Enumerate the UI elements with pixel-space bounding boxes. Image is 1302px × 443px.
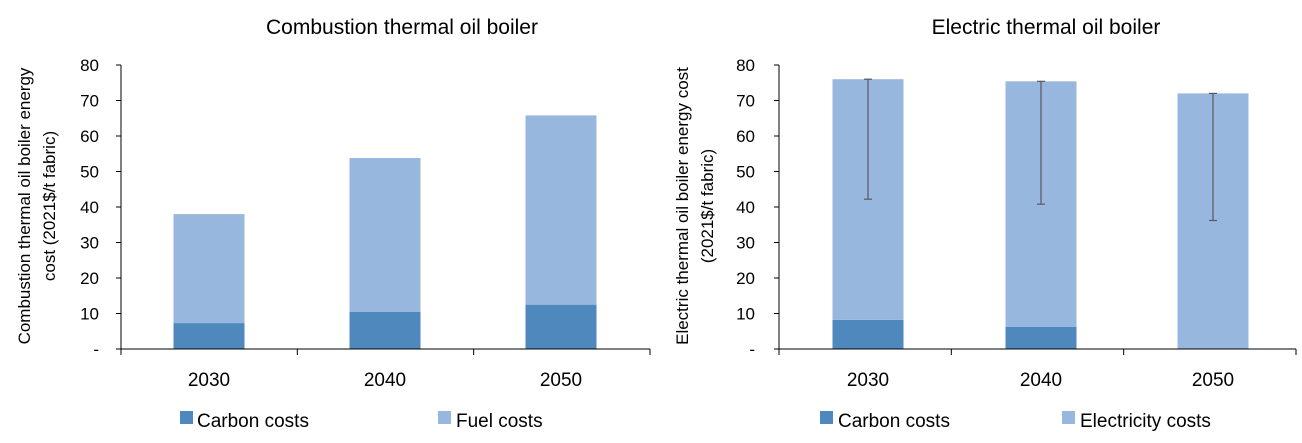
legend-label-fuel-costs: Fuel costs xyxy=(456,411,543,432)
chart-title: Combustion thermal oil boiler xyxy=(266,16,538,39)
legend-label-carbon-costs: Carbon costs xyxy=(197,411,309,432)
y-tick-label: 30 xyxy=(736,234,755,253)
y-tick-label: 30 xyxy=(80,234,99,253)
electric-chart: Electric thermal oil boiler Electric the… xyxy=(673,16,1297,432)
y-tick-label: 60 xyxy=(736,127,755,146)
y-axis-label-line-2: (2021$/t fabric) xyxy=(698,149,717,263)
bar-carbon-costs-2040 xyxy=(1005,326,1077,349)
y-tick-label: 80 xyxy=(736,56,755,75)
y-tick-label: 40 xyxy=(80,198,99,217)
bar-carbon-costs-2050 xyxy=(525,304,597,349)
bars xyxy=(173,115,597,349)
x-category-label: 2040 xyxy=(364,370,406,391)
legend-swatch-carbon-costs xyxy=(180,411,193,424)
y-axis-ticks: - 10 20 30 40 50 60 70 80 xyxy=(736,56,779,359)
y-tick-label: 10 xyxy=(80,305,99,324)
y-tick-label: 40 xyxy=(736,198,755,217)
y-tick-label: - xyxy=(93,340,99,359)
y-tick-label: 10 xyxy=(736,305,755,324)
legend: Carbon costs Fuel costs xyxy=(180,411,543,432)
legend-swatch-carbon-costs xyxy=(820,411,833,424)
bar-fuel-costs-2040 xyxy=(349,158,421,312)
x-category-label: 2040 xyxy=(1020,370,1062,391)
y-axis-label-line-2: cost (2021$/t fabric) xyxy=(40,131,59,281)
x-category-label: 2050 xyxy=(540,370,582,391)
x-category-label: 2050 xyxy=(1192,370,1234,391)
x-category-label: 2030 xyxy=(188,370,230,391)
chart-title: Electric thermal oil boiler xyxy=(932,16,1161,39)
x-axis-categories: 2030 2040 2050 xyxy=(120,349,651,391)
y-tick-label: - xyxy=(749,340,755,359)
bars xyxy=(832,79,1249,350)
y-axis-label-line-1: Combustion thermal oil boiler energy xyxy=(15,67,34,344)
legend-label-carbon-costs: Carbon costs xyxy=(838,411,950,432)
y-tick-label: 60 xyxy=(80,127,99,146)
y-tick-label: 50 xyxy=(80,163,99,182)
y-tick-label: 20 xyxy=(736,269,755,288)
error-bars xyxy=(864,78,1217,222)
bar-fuel-costs-2030 xyxy=(173,214,245,324)
x-category-label: 2030 xyxy=(847,370,889,391)
y-axis-ticks: - 10 20 30 40 50 60 70 80 xyxy=(80,56,121,359)
bar-fuel-costs-2050 xyxy=(525,115,597,305)
bar-carbon-costs-2030 xyxy=(173,323,245,349)
x-axis-categories: 2030 2040 2050 xyxy=(778,349,1297,391)
y-tick-label: 50 xyxy=(736,163,755,182)
bar-carbon-costs-2040 xyxy=(349,311,421,349)
y-tick-label: 70 xyxy=(736,92,755,111)
y-tick-label: 20 xyxy=(80,269,99,288)
y-tick-label: 80 xyxy=(80,56,99,75)
legend-swatch-fuel-costs xyxy=(438,411,451,424)
y-tick-label: 70 xyxy=(80,92,99,111)
combustion-chart: Combustion thermal oil boiler Combustion… xyxy=(15,16,651,432)
legend-swatch-electricity-costs xyxy=(1062,411,1075,424)
y-axis-label-line-1: Electric thermal oil boiler energy cost xyxy=(673,67,692,345)
legend-label-electricity-costs: Electricity costs xyxy=(1080,411,1211,432)
bar-carbon-costs-2030 xyxy=(832,319,904,349)
legend: Carbon costs Electricity costs xyxy=(820,411,1211,432)
